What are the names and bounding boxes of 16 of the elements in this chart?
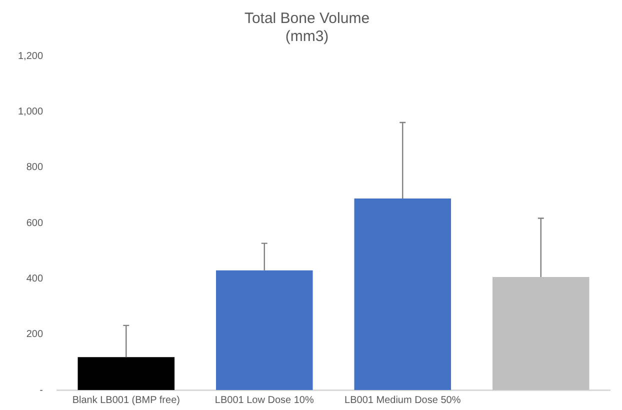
x-tick-label: LB001 Medium Dose 50% bbox=[344, 394, 461, 406]
y-tick-label: 200 bbox=[26, 329, 44, 340]
y-tick-label: 800 bbox=[26, 162, 44, 174]
y-tick-label: 1,200 bbox=[18, 50, 44, 62]
y-tick-label: - bbox=[40, 384, 44, 396]
bar bbox=[216, 270, 313, 390]
y-tick-label: 400 bbox=[26, 273, 44, 284]
x-tick-label: Blank LB001 (BMP free) bbox=[72, 394, 180, 406]
y-tick-label: 600 bbox=[26, 218, 44, 229]
bar bbox=[492, 276, 590, 390]
bar bbox=[354, 198, 452, 390]
chart-title: Total Bone Volume bbox=[244, 10, 370, 28]
chart-subtitle: (mm3) bbox=[285, 28, 329, 46]
y-tick-label: 1,000 bbox=[18, 106, 44, 118]
bar bbox=[78, 357, 175, 390]
x-tick-label: LB001 Low Dose 10% bbox=[214, 394, 314, 406]
